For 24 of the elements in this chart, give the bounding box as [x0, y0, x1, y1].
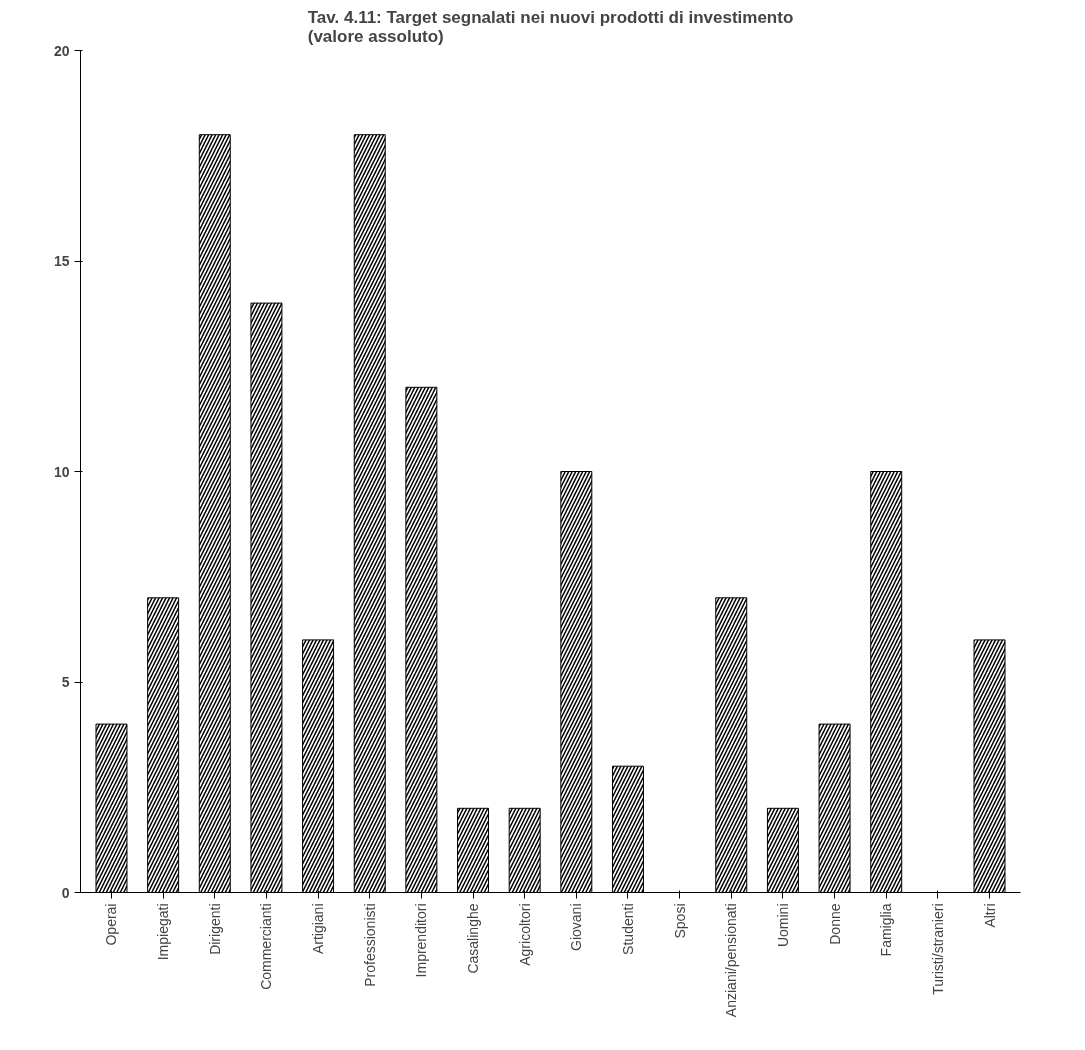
x-tick-label: Donne [826, 903, 843, 945]
x-tick-label: Sposi [671, 903, 688, 939]
x-tick-label: Dirigenti [206, 903, 223, 955]
chart-title: Tav. 4.11: Target segnalati nei nuovi prodotti di investimento (valore assoluto) [307, 7, 794, 46]
x-tick-label: Imprenditori [413, 903, 430, 978]
x-tick-label: Professionisti [361, 903, 378, 987]
y-tick-label: 10 [53, 463, 70, 480]
x-tick-label: Impiegati [155, 903, 172, 961]
y-tick-label: 0 [61, 884, 70, 901]
y-tick-label: 5 [61, 674, 70, 690]
x-tick-label: Artigiani [310, 903, 327, 955]
x-tick-label: Casalinghe [465, 903, 482, 974]
x-tick-label: Famiglia [878, 903, 895, 957]
x-tick-label: Commercianti [258, 903, 275, 990]
x-tick-label: Altri [981, 903, 998, 928]
x-tick-label: Giovani [568, 903, 585, 951]
y-tick-label: 20 [53, 42, 70, 59]
x-tick-label: Agricoltori [516, 903, 533, 966]
x-tick-label: Uomini [774, 903, 791, 948]
x-tick-label: Operai [103, 903, 120, 946]
y-tick-label: 15 [53, 253, 70, 269]
x-tick-label: Anziani/pensionati [723, 903, 740, 1018]
x-tick-label: Studenti [619, 903, 636, 955]
x-tick-label: Turisti/stranieri [929, 903, 946, 995]
